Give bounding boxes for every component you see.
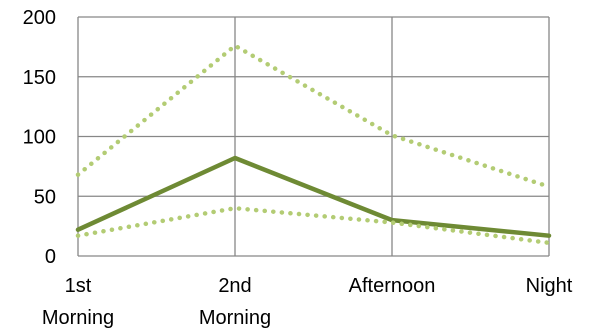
grid-lines <box>77 16 550 257</box>
x-tick-label-3: Night <box>526 275 573 297</box>
y-axis-ticks: 0 50 100 150 200 <box>23 7 56 268</box>
x-tick-label-1: 2nd Morning <box>199 275 271 329</box>
x-tick-label-0: 1st Morning <box>42 275 114 329</box>
x-axis-ticks: 1st Morning 2nd Morning Afternoon Night <box>42 275 573 329</box>
series-line-2 <box>75 43 552 189</box>
y-tick-label-2: 100 <box>23 127 56 149</box>
series-line-1 <box>75 155 552 238</box>
y-tick-label-0: 0 <box>45 246 56 268</box>
y-tick-label-3: 150 <box>23 67 56 89</box>
x-tick-label-2: Afternoon <box>349 275 436 297</box>
series-lines <box>75 43 552 246</box>
y-tick-label-4: 200 <box>23 7 56 29</box>
series-line-3 <box>75 205 552 246</box>
y-tick-label-1: 50 <box>34 186 56 208</box>
